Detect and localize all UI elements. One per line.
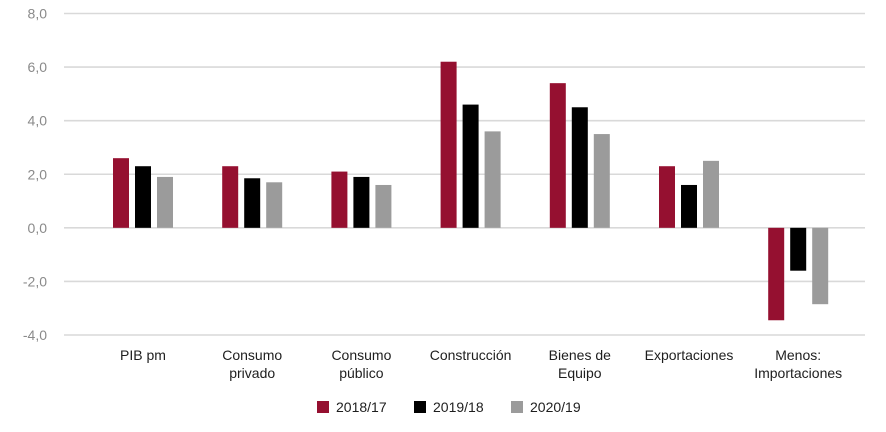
x-category-label: Importaciones xyxy=(754,365,842,381)
bar-2018-17 xyxy=(222,166,239,228)
x-category-label: Menos: xyxy=(775,347,821,363)
y-tick-label: -4,0 xyxy=(23,327,47,343)
x-axis-categories: PIB pm Consumo privado Consumo público Constr… xyxy=(120,347,842,381)
x-category-label: Bienes de xyxy=(549,347,611,363)
x-category-label: Construcción xyxy=(430,347,512,363)
bar-2018-17 xyxy=(768,227,785,321)
y-tick-label: 4,0 xyxy=(28,113,48,129)
x-category-label: Consumo xyxy=(331,347,391,363)
bar-2019-18 xyxy=(244,178,261,228)
y-tick-label: -2,0 xyxy=(23,273,47,289)
bar-2018-17 xyxy=(440,61,457,228)
legend-label: 2019/18 xyxy=(433,399,484,415)
legend-item: 2019/18 xyxy=(414,399,484,415)
legend-swatch xyxy=(414,401,426,413)
legend-swatch xyxy=(511,401,523,413)
legend: 2018/17 2019/18 2020/19 xyxy=(317,399,581,415)
y-axis-ticks: 8,0 6,0 4,0 2,0 0,0 -2,0 -4,0 xyxy=(23,6,47,344)
bar-2019-18 xyxy=(571,107,588,228)
bar-2019-18 xyxy=(681,184,697,228)
legend-swatch xyxy=(317,401,329,413)
bar-2018-17 xyxy=(113,158,129,228)
bar-2020-19 xyxy=(375,184,392,228)
bars xyxy=(113,61,829,321)
x-category-label: Consumo xyxy=(222,347,282,363)
legend-item: 2020/19 xyxy=(511,399,581,415)
y-tick-label: 0,0 xyxy=(28,220,48,236)
x-category-label: Exportaciones xyxy=(645,347,734,363)
legend-label: 2020/19 xyxy=(530,399,581,415)
x-category-label: privado xyxy=(229,365,275,381)
bar-2018-17 xyxy=(331,171,348,228)
legend-label: 2018/17 xyxy=(336,399,387,415)
x-category-label: público xyxy=(339,365,384,381)
bar-2019-18 xyxy=(462,104,479,228)
bar-2019-18 xyxy=(790,227,807,271)
y-tick-label: 6,0 xyxy=(28,59,48,75)
bar-2018-17 xyxy=(549,83,566,228)
x-category-label: Equipo xyxy=(558,365,602,381)
bar-2019-18 xyxy=(135,166,151,228)
bar-2019-18 xyxy=(353,176,370,228)
bar-2018-17 xyxy=(659,166,675,228)
bar-2020-19 xyxy=(812,227,829,305)
bar-2020-19 xyxy=(157,176,173,228)
bar-2020-19 xyxy=(266,182,283,228)
bar-2020-19 xyxy=(484,131,501,228)
y-tick-label: 8,0 xyxy=(28,6,48,22)
legend-item: 2018/17 xyxy=(317,399,387,415)
y-tick-label: 2,0 xyxy=(28,166,48,182)
bar-2020-19 xyxy=(703,160,719,228)
x-category-label: PIB pm xyxy=(120,347,166,363)
bar-2020-19 xyxy=(593,134,610,228)
